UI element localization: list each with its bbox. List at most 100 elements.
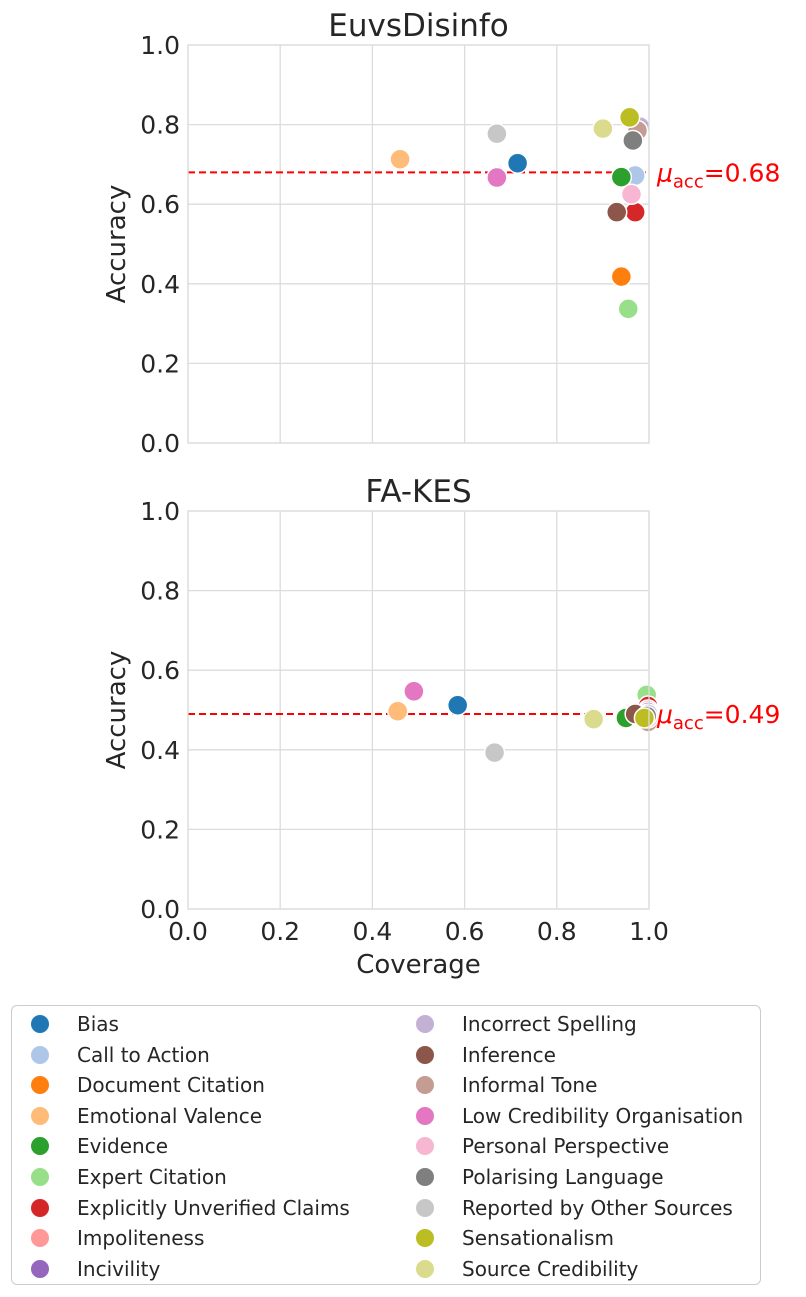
legend-marker — [415, 1075, 435, 1096]
point-source-credibility — [592, 117, 614, 140]
point-low-credibility-organisation — [486, 166, 508, 189]
y-tick-label: 0.4 — [140, 736, 180, 765]
legend-label: Low Credibility Organisation — [462, 1103, 744, 1128]
legend-label: Informal Tone — [462, 1073, 598, 1098]
point-bias — [446, 694, 469, 716]
legend-item: Inference — [415, 1040, 556, 1070]
legend: Bias Call to Action Document Citation Emoti… — [11, 1005, 761, 1285]
point-bias — [506, 152, 529, 174]
y-axis-label: Accuracy — [102, 651, 132, 770]
legend-marker — [30, 1258, 50, 1279]
point-sensationalism — [618, 106, 641, 129]
legend-item: Low Credibility Organisation — [415, 1101, 743, 1131]
legend-item: Sensationalism — [415, 1223, 614, 1253]
legend-label: Polarising Language — [462, 1165, 664, 1189]
y-tick-label: 0.8 — [140, 111, 180, 140]
point-explicitly-unverified-claims — [624, 201, 646, 223]
legend-label: Explicitly Unverified Claims — [77, 1195, 350, 1220]
legend-marker — [30, 1136, 50, 1157]
legend-item: Bias — [30, 1009, 119, 1039]
y-tick-label: 0.0 — [140, 429, 180, 458]
legend-marker — [30, 1105, 50, 1126]
legend-item: Incivility — [30, 1254, 160, 1284]
legend-marker — [415, 1167, 435, 1187]
mean-label: μacc=0.49 — [656, 700, 780, 734]
legend-item: Call to Action — [30, 1040, 210, 1070]
y-tick-label: 0.6 — [140, 656, 180, 685]
legend-label: Emotional Valence — [77, 1103, 263, 1128]
chart-title: FA-KES — [365, 474, 471, 510]
y-tick-label: 1.0 — [140, 497, 180, 526]
legend-label: Source Credibility — [462, 1256, 639, 1281]
panel-1: 0.0 0.2 0.4 0.6 0.8 1.0 EuvsDisinfo Accuracy μac… — [102, 8, 780, 458]
mean-label-subscript: acc — [673, 171, 704, 192]
x-tick-label: 0.8 — [537, 917, 577, 946]
point-expert-citation — [617, 298, 640, 320]
legend-marker — [415, 1105, 435, 1126]
legend-item: Personal Perspective — [415, 1131, 669, 1161]
legend-label: Sensationalism — [462, 1226, 614, 1251]
legend-marker — [415, 1044, 435, 1065]
y-tick-label: 0.6 — [140, 190, 180, 219]
point-source-credibility — [582, 708, 605, 730]
legend-label: Bias — [77, 1012, 119, 1036]
legend-item: Impoliteness — [30, 1223, 204, 1253]
mean-label-subscript: acc — [673, 713, 704, 734]
legend-marker — [415, 1228, 435, 1249]
mean-label: μacc=0.68 — [656, 158, 780, 192]
point-reported-by-other-sources — [483, 741, 506, 764]
plot-frame — [187, 44, 650, 444]
legend-label: Document Citation — [77, 1073, 265, 1098]
legend-label: Incivility — [77, 1256, 161, 1281]
legend-marker — [415, 1014, 435, 1034]
y-tick-label: 1.0 — [140, 31, 180, 60]
legend-marker — [30, 1228, 50, 1249]
y-axis-label: Accuracy — [102, 185, 132, 304]
plot-frame — [187, 510, 650, 910]
y-tick-label: 0.8 — [140, 577, 180, 606]
legend-item: Evidence — [30, 1131, 168, 1161]
legend-item: Explicitly Unverified Claims — [30, 1193, 350, 1223]
legend-label: Personal Perspective — [462, 1134, 670, 1159]
x-tick-label: 0.0 — [168, 917, 208, 946]
legend-label: Reported by Other Sources — [462, 1195, 733, 1220]
legend-marker — [30, 1075, 50, 1096]
legend-marker — [415, 1258, 435, 1279]
chart-title: EuvsDisinfo — [328, 8, 509, 44]
y-tick-label: 0.2 — [140, 349, 180, 378]
legend-label: Impoliteness — [77, 1226, 205, 1251]
legend-item: Document Citation — [30, 1070, 265, 1100]
legend-marker — [30, 1197, 50, 1218]
mean-label-symbol: μ — [656, 158, 673, 187]
legend-item: Incorrect Spelling — [415, 1009, 637, 1039]
y-tick-label: 0.2 — [140, 815, 180, 844]
legend-label: Inference — [462, 1042, 556, 1067]
point-emotional-valence — [387, 700, 409, 722]
point-inference — [605, 201, 628, 223]
legend-item: Source Credibility — [415, 1254, 638, 1284]
legend-marker — [415, 1197, 435, 1218]
legend-marker — [30, 1014, 50, 1034]
y-tick-label: 0.0 — [140, 895, 180, 924]
x-tick-label: 0.2 — [260, 917, 300, 946]
y-tick-label: 0.4 — [140, 270, 180, 299]
point-low-credibility-organisation — [403, 680, 425, 703]
mean-label-value: =0.49 — [704, 700, 781, 729]
mean-label-value: =0.68 — [704, 158, 781, 187]
legend-label: Incorrect Spelling — [462, 1012, 637, 1036]
legend-marker — [415, 1136, 435, 1157]
legend-label: Call to Action — [77, 1042, 210, 1067]
point-polarising-language — [622, 129, 644, 152]
legend-item: Expert Citation — [30, 1162, 227, 1192]
panel-2: 0.0 0.2 0.4 0.6 0.8 1.0 0.0 0.2 0.4 0.6 0.8 1.0 FA-K… — [102, 474, 780, 980]
legend-label: Evidence — [77, 1134, 169, 1159]
legend-item: Reported by Other Sources — [415, 1193, 733, 1223]
point-emotional-valence — [389, 148, 411, 170]
legend-marker — [30, 1167, 50, 1187]
legend-item: Informal Tone — [415, 1070, 597, 1100]
x-tick-label: 0.4 — [353, 917, 393, 946]
legend-item: Polarising Language — [415, 1162, 664, 1192]
point-evidence — [610, 166, 633, 188]
point-sensationalism — [633, 707, 656, 729]
